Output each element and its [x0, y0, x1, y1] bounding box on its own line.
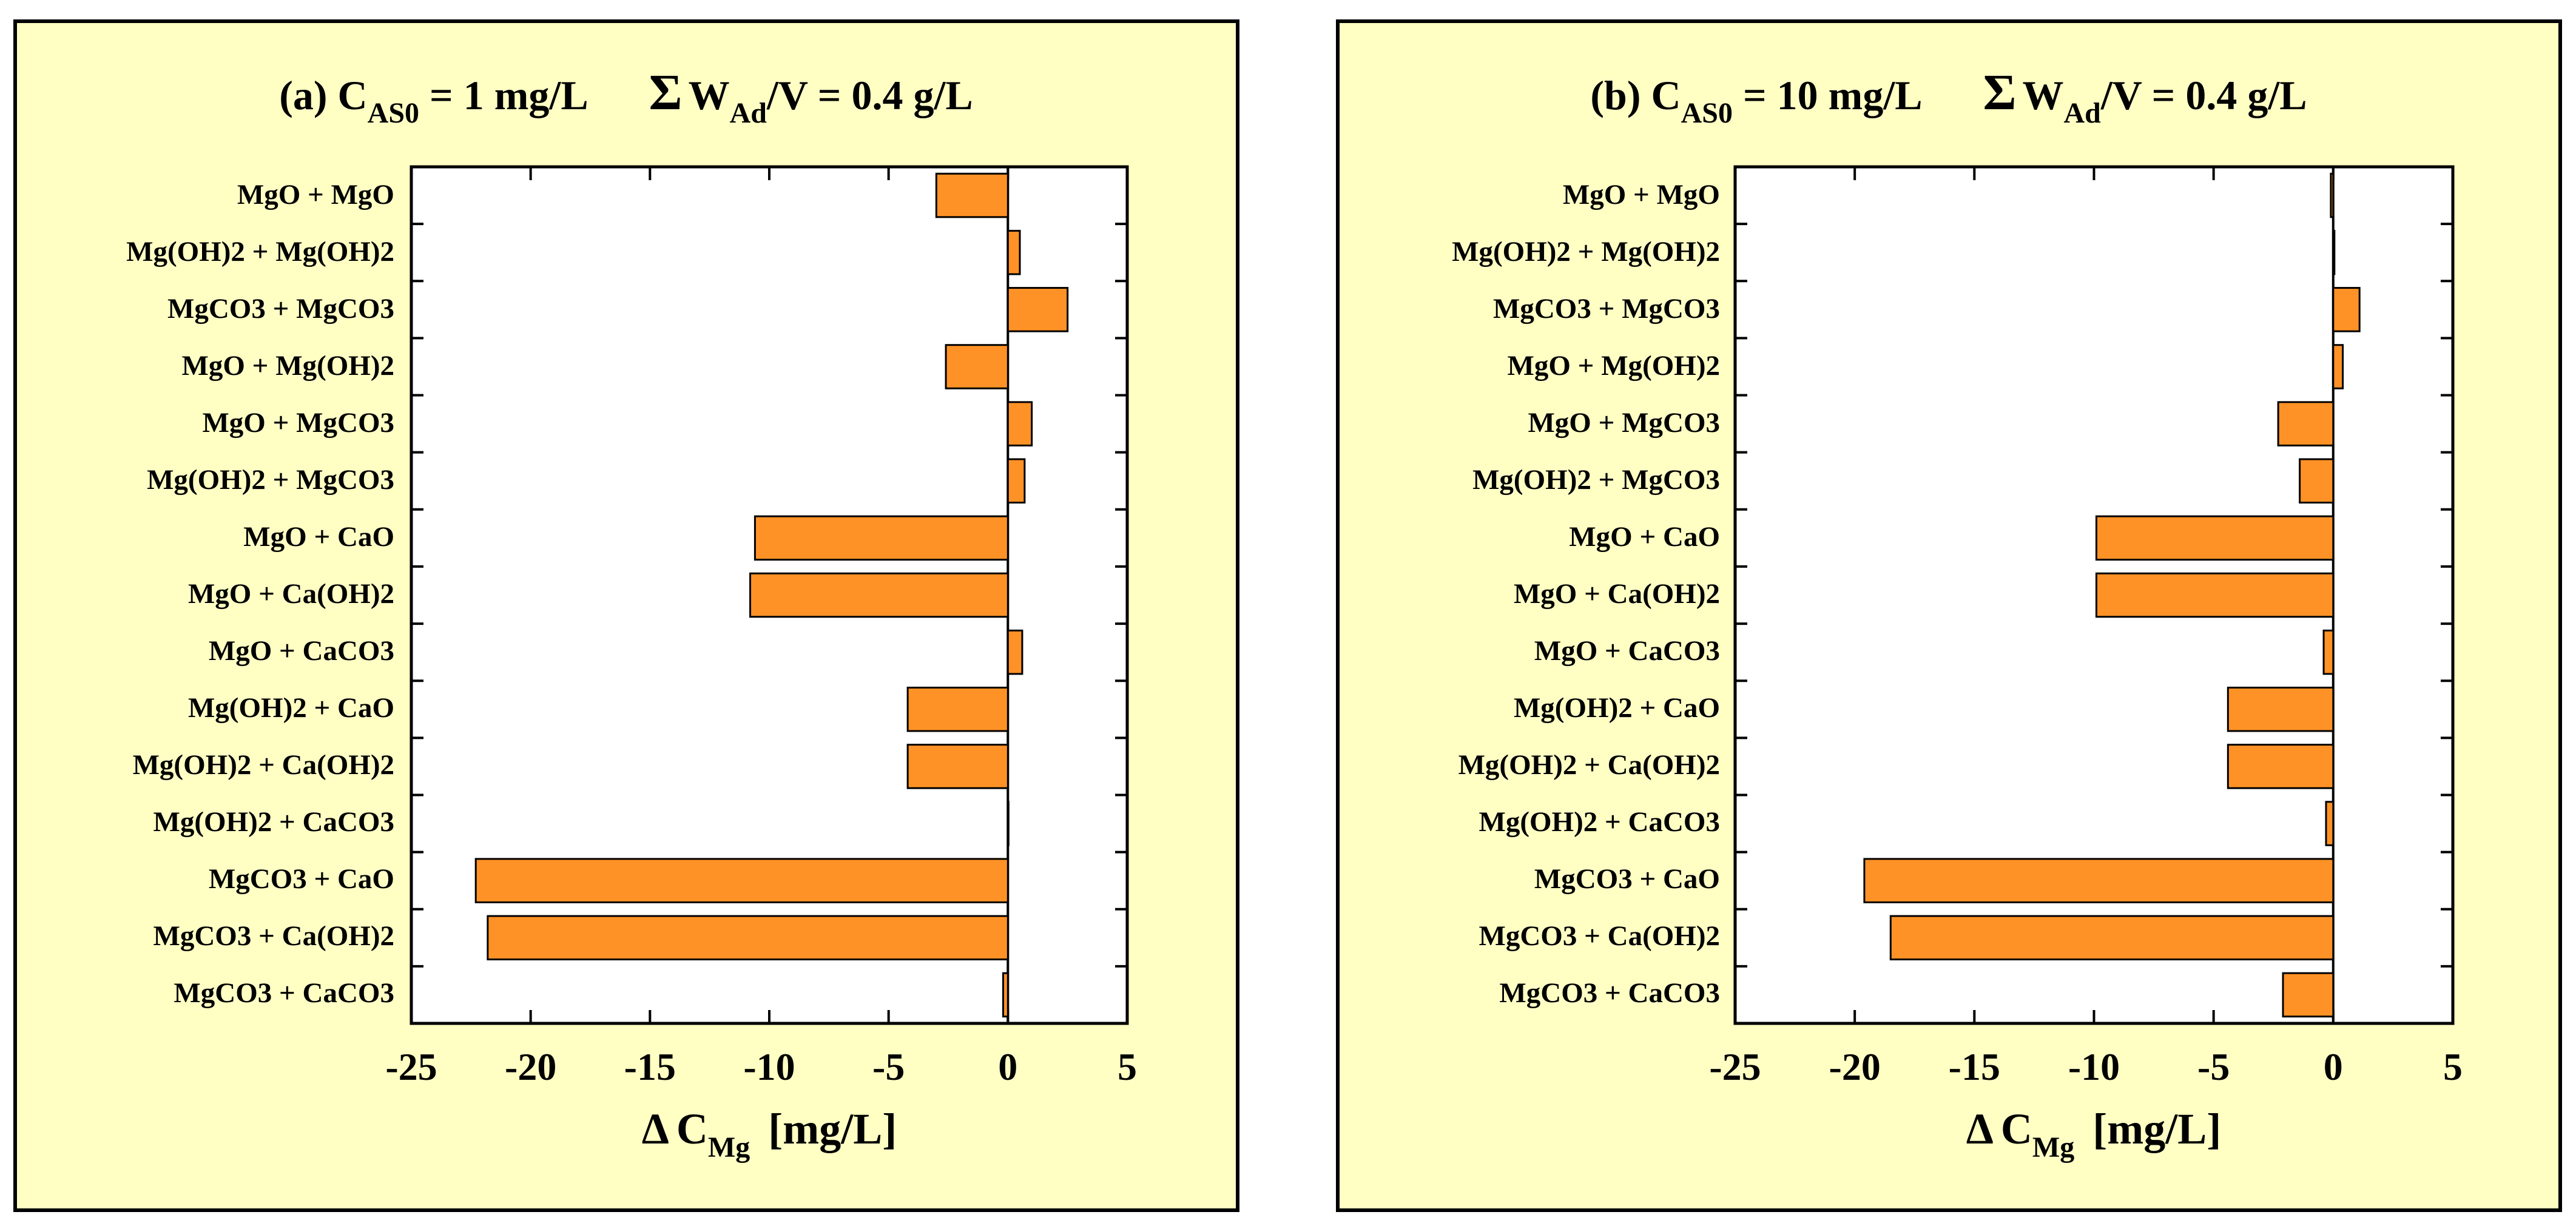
bar [2227, 686, 2335, 732]
panel-b-category-label: MgCO3 + CaO [1534, 863, 1720, 895]
panel-a-category-label: MgO + CaO [243, 521, 394, 553]
bar [2332, 229, 2336, 275]
bar [2322, 629, 2335, 675]
panel-a-y-ticks [411, 223, 1127, 968]
bar [474, 858, 1009, 903]
panel-b-category-labels: MgO + MgO Mg(OH)2 + Mg(OH)2 MgCO3 + MgCO… [1452, 179, 1720, 1009]
panel-a-category-label: MgO + MgCO3 [202, 407, 394, 439]
panel-a-category-label: MgCO3 + Ca(OH)2 [153, 920, 394, 952]
panel-b-bars [1863, 172, 2361, 1018]
bar [935, 172, 1009, 218]
bar [906, 744, 1009, 789]
panel-b-x-tick-label: 0 [2324, 1045, 2343, 1088]
bar [1002, 972, 1009, 1018]
chart-panel-b: (b) CAS0 = 10 mg/L Σ WAd/V = 0.4 g/L MgO +… [1336, 19, 2562, 1212]
panel-a-category-label: MgCO3 + MgCO3 [167, 293, 394, 325]
panel-b-x-tick-label: -10 [2068, 1045, 2120, 1088]
panel-b-category-label: Mg(OH)2 + Mg(OH)2 [1452, 236, 1720, 268]
bar [906, 686, 1009, 732]
panel-b-category-label: MgCO3 + CaCO3 [1499, 977, 1720, 1009]
panel-b-y-ticks [1735, 223, 2453, 968]
bar [2299, 458, 2335, 504]
panel-a-category-label: MgO + MgO [237, 179, 394, 211]
panel-b-title: (b) CAS0 = 10 mg/L Σ WAd/V = 0.4 g/L [1590, 64, 2307, 129]
bar [945, 344, 1009, 389]
panel-b-category-label: MgO + MgO [1563, 179, 1720, 211]
panel-b-x-tick-labels: -25 -20 -15 -10 -5 0 5 [1709, 1045, 2463, 1088]
bar [2332, 287, 2361, 332]
panel-a-x-tick-label: 5 [1118, 1045, 1137, 1088]
panel-b-category-label: MgO + CaCO3 [1534, 635, 1720, 667]
bar [1006, 229, 1021, 275]
bar [1889, 915, 2335, 961]
bar [749, 572, 1009, 618]
panel-b-x-tick-label: -5 [2197, 1045, 2230, 1088]
panel-a-category-label: MgCO3 + CaCO3 [174, 977, 394, 1009]
panel-a-bars [474, 172, 1069, 1018]
bar [2095, 572, 2335, 618]
panel-b-x-tick-label: -20 [1829, 1045, 1881, 1088]
panel-a-x-tick-label: -15 [624, 1045, 676, 1088]
bar [2277, 401, 2335, 446]
panel-b-category-label: Mg(OH)2 + CaCO3 [1479, 806, 1720, 838]
panel-a-x-axis-label: Δ CMg [mg/L] [642, 1105, 897, 1164]
panel-b-x-tick-label: 5 [2443, 1045, 2463, 1088]
bar [2227, 744, 2335, 789]
panel-b-x-tick-label: -25 [1709, 1045, 1761, 1088]
panel-a-x-tick-label: -5 [872, 1045, 905, 1088]
panel-b-category-label: MgO + CaO [1569, 521, 1720, 553]
panel-a-category-label: Mg(OH)2 + MgCO3 [147, 464, 394, 496]
panel-a-category-label: Mg(OH)2 + CaO [188, 692, 394, 724]
panel-a-category-label: MgO + CaCO3 [209, 635, 394, 667]
panel-a-category-label: Mg(OH)2 + Ca(OH)2 [133, 749, 394, 781]
panel-a-category-label: MgO + Mg(OH)2 [182, 350, 394, 382]
panel-a-category-label: MgO + Ca(OH)2 [188, 578, 394, 610]
panel-b-x-axis-label: Δ CMg [mg/L] [1966, 1105, 2221, 1164]
bar [1863, 858, 2335, 903]
panel-a-x-tick-label: -20 [505, 1045, 556, 1088]
panel-b-category-label: Mg(OH)2 + MgCO3 [1472, 464, 1720, 496]
chart-panel-a: (a) CAS0 = 1 mg/L Σ WAd/V = 0.4 g/L MgO + … [13, 19, 1239, 1212]
panel-a-category-label: Mg(OH)2 + Mg(OH)2 [126, 236, 394, 268]
bar [1006, 287, 1069, 332]
panel-a-x-tick-label: -10 [743, 1045, 795, 1088]
panel-a-title: (a) CAS0 = 1 mg/L Σ WAd/V = 0.4 g/L [279, 64, 973, 129]
panel-b-category-label: MgCO3 + Ca(OH)2 [1479, 920, 1720, 952]
panel-a-category-labels: MgO + MgO Mg(OH)2 + Mg(OH)2 MgCO3 + MgCO… [126, 179, 394, 1009]
bar [2095, 515, 2335, 561]
bar [1006, 458, 1026, 504]
panel-a-x-tick-label: -25 [385, 1045, 437, 1088]
panel-b-category-label: MgCO3 + MgCO3 [1493, 293, 1720, 325]
bar [2332, 344, 2344, 389]
bar [1006, 629, 1023, 675]
panel-b-category-label: MgO + Ca(OH)2 [1514, 578, 1720, 610]
bar [1006, 401, 1033, 446]
bar [2325, 801, 2335, 846]
bar [754, 515, 1009, 561]
panel-b-category-label: Mg(OH)2 + CaO [1514, 692, 1720, 724]
panel-b-category-label: MgO + Mg(OH)2 [1508, 350, 1720, 382]
panel-a-x-tick-labels: -25 -20 -15 -10 -5 0 5 [385, 1045, 1137, 1088]
bar [487, 915, 1009, 961]
panel-b-category-label: MgO + MgCO3 [1528, 407, 1720, 439]
panel-a-x-tick-label: 0 [998, 1045, 1017, 1088]
bar [2282, 972, 2335, 1018]
panel-a-category-label: MgCO3 + CaO [209, 863, 394, 895]
bar [2330, 172, 2335, 218]
panel-b-x-tick-label: -15 [1949, 1045, 2000, 1088]
panel-a-category-label: Mg(OH)2 + CaCO3 [153, 806, 394, 838]
panel-b-category-label: Mg(OH)2 + Ca(OH)2 [1458, 749, 1720, 781]
